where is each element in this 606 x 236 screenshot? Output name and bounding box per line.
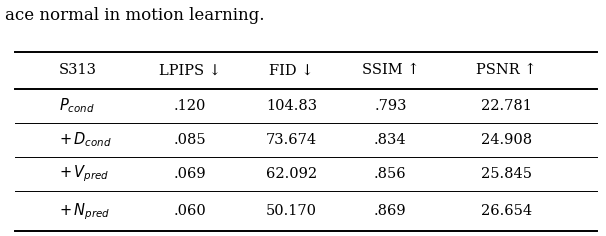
Text: $P_{cond}$: $P_{cond}$: [59, 96, 95, 115]
Text: LPIPS ↓: LPIPS ↓: [159, 63, 221, 77]
Text: .834: .834: [374, 133, 407, 147]
Text: $+\,N_{pred}$: $+\,N_{pred}$: [59, 201, 110, 222]
Text: SSIM ↑: SSIM ↑: [362, 63, 419, 77]
Text: .869: .869: [374, 204, 407, 218]
Text: .793: .793: [374, 99, 407, 113]
Text: FID ↓: FID ↓: [269, 63, 314, 77]
Text: PSNR ↑: PSNR ↑: [476, 63, 537, 77]
Text: 62.092: 62.092: [266, 167, 317, 181]
Text: .120: .120: [173, 99, 206, 113]
Text: 25.845: 25.845: [481, 167, 532, 181]
Text: .069: .069: [173, 167, 206, 181]
Text: .856: .856: [374, 167, 407, 181]
Text: $+\,V_{pred}$: $+\,V_{pred}$: [59, 164, 109, 184]
Text: 26.654: 26.654: [481, 204, 532, 218]
Text: .060: .060: [173, 204, 206, 218]
Text: 104.83: 104.83: [266, 99, 317, 113]
Text: 50.170: 50.170: [266, 204, 317, 218]
Text: ace normal in motion learning.: ace normal in motion learning.: [5, 7, 264, 24]
Text: 24.908: 24.908: [481, 133, 532, 147]
Text: .085: .085: [173, 133, 206, 147]
Text: S313: S313: [59, 63, 97, 77]
Text: 73.674: 73.674: [266, 133, 317, 147]
Text: 22.781: 22.781: [481, 99, 532, 113]
Text: $+\,D_{cond}$: $+\,D_{cond}$: [59, 131, 112, 149]
